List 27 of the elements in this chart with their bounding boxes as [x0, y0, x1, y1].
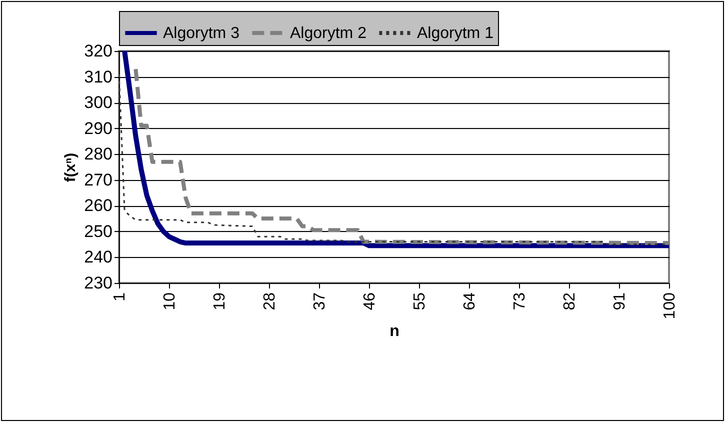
x-tick-label: 19 [212, 292, 228, 310]
legend-label: Algorytm 3 [163, 25, 240, 42]
y-tick-label: 270 [84, 170, 112, 190]
x-tick-label: 10 [162, 292, 178, 310]
legend-label: Algorytm 1 [417, 25, 494, 42]
x-tick-label: 1 [112, 292, 128, 302]
y-tick-label: 290 [84, 118, 112, 138]
x-tick-label: 82 [562, 292, 578, 310]
legend-label: Algorytm 2 [290, 25, 367, 42]
x-tick-label: 55 [412, 292, 428, 310]
x-tick-label: 37 [312, 292, 328, 310]
x-tick-label: 73 [512, 292, 528, 310]
y-tick-label: 300 [84, 93, 112, 112]
y-tick-label: 260 [84, 196, 112, 216]
y-tick-label: 320 [84, 42, 112, 60]
x-tick-label: 100 [662, 292, 678, 320]
y-tick-label: 240 [84, 248, 112, 267]
y-tick-label: 280 [84, 144, 112, 164]
y-tick-label: 310 [84, 67, 112, 86]
x-tick-label: 28 [262, 292, 278, 310]
x-tick-label: 46 [362, 292, 378, 310]
y-tick-label: 250 [84, 222, 112, 241]
x-tick-label: 64 [462, 292, 478, 310]
x-axis-title: n [390, 323, 400, 340]
y-tick-label: 230 [84, 274, 112, 292]
y-axis-title: f(xⁿ) [62, 152, 80, 182]
x-tick-label: 91 [612, 292, 628, 310]
